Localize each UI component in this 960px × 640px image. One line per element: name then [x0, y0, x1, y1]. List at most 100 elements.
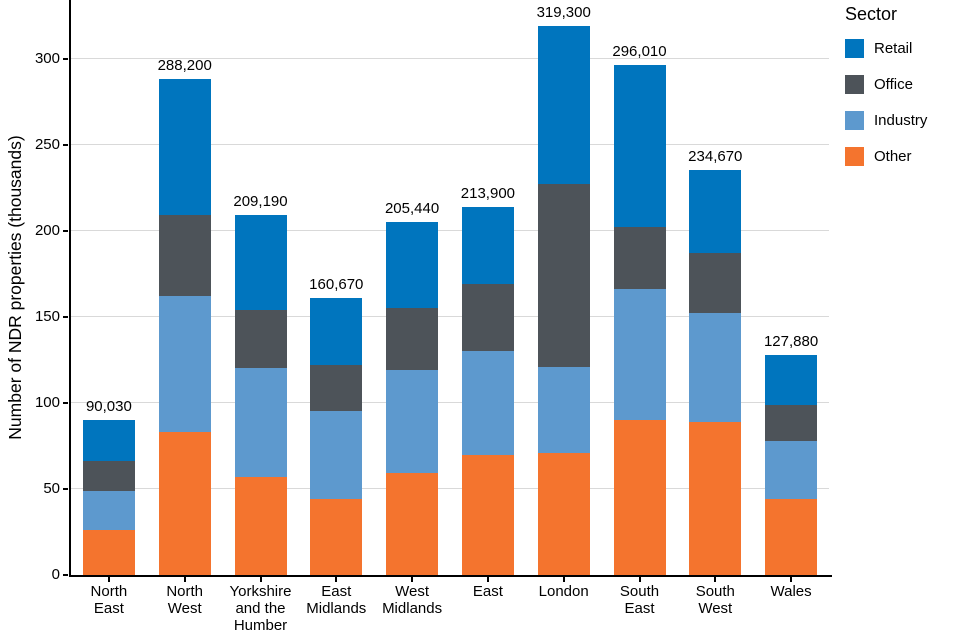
bar-segment-industry: [689, 313, 742, 422]
x-axis-line: [69, 575, 832, 577]
x-category-label-line: East: [624, 600, 655, 617]
x-category-label-line: North: [90, 583, 128, 600]
x-tick-mark: [259, 577, 262, 582]
x-category-label: London: [522, 583, 606, 600]
x-tick-mark: [183, 577, 186, 582]
y-tick-mark: [63, 315, 68, 318]
bar-segment-office: [537, 184, 590, 367]
y-tick-label: 0: [51, 566, 60, 583]
bar-segment-office: [689, 253, 742, 314]
x-tick-mark: [335, 577, 338, 582]
gridline: [71, 402, 829, 404]
x-category-label-line: and the: [235, 600, 286, 617]
x-category-label-line: East: [93, 600, 124, 617]
x-category-label-line: Midlands: [306, 600, 367, 617]
bar-segment-retail: [310, 297, 363, 365]
bar-segment-office: [613, 227, 666, 290]
bar-segment-other: [386, 473, 439, 575]
x-tick-mark: [562, 577, 565, 582]
x-category-label-line: West: [167, 600, 202, 617]
bar-total-label: 288,200: [157, 57, 212, 75]
y-tick-mark: [63, 574, 68, 576]
legend-title: Sector: [845, 4, 898, 24]
x-category-label: North East: [67, 583, 151, 617]
bar-segment-other: [461, 454, 514, 575]
x-category-label-line: North: [166, 583, 204, 600]
bar-segment-other: [765, 499, 818, 575]
x-category-label-line: West: [395, 583, 430, 600]
legend-item-label: Office: [874, 76, 913, 93]
y-tick-label: 300: [34, 49, 60, 67]
x-category-label: South West: [673, 583, 757, 617]
x-tick-mark: [486, 577, 489, 582]
legend-swatch-industry: [845, 111, 864, 130]
x-axis: North East North West Yorkshire and the Humber…: [71, 0, 829, 640]
x-category-label-line: West: [698, 600, 733, 617]
x-category-label: West Midlands: [370, 583, 454, 617]
y-tick-mark: [63, 229, 68, 232]
y-tick-label: 100: [34, 393, 60, 411]
bar-segment-industry: [386, 370, 439, 474]
bar-segment-retail: [537, 25, 590, 185]
x-category-label-line: South: [619, 583, 660, 600]
bar-segment-office: [82, 461, 135, 491]
legend-swatch-office: [845, 75, 864, 94]
bar-total-label: 90,030: [85, 398, 132, 416]
gridline: [71, 144, 829, 146]
bar-segment-office: [234, 309, 287, 369]
y-tick-mark: [63, 143, 68, 146]
bar-total-label: 205,440: [384, 200, 440, 218]
y-tick-mark: [63, 57, 68, 60]
bar-segment-industry: [537, 366, 590, 453]
legend-item-label: Other: [874, 148, 912, 165]
y-tick-mark: [63, 487, 68, 490]
bar-segment-office: [310, 364, 363, 412]
x-category-label-line: Humber: [233, 617, 288, 634]
bar-segment-retail: [613, 65, 666, 228]
bar-total-label: 209,190: [233, 193, 288, 211]
gridline: [71, 488, 829, 490]
legend-item-office: Office: [845, 75, 957, 94]
y-tick-label: 150: [34, 307, 60, 325]
legend-swatch-retail: [845, 39, 864, 58]
bar-total-label: 234,670: [688, 148, 743, 166]
bar-total-label: 160,670: [309, 275, 364, 293]
bar-total-label: 127,880: [763, 332, 819, 350]
bar-segment-office: [461, 284, 514, 352]
x-category-label-line: East: [321, 583, 352, 600]
gridline: [71, 230, 829, 232]
legend: Sector Retail Office Industry Other: [845, 4, 957, 183]
plot-area: 90,030 288,200 209,190 160,670 205,440 213,90…: [71, 0, 829, 575]
gridline: [71, 58, 829, 60]
bar-segment-industry: [461, 351, 514, 455]
bar-segment-other: [234, 476, 287, 575]
x-category-label-line: South: [695, 583, 735, 600]
bar-segment-retail: [158, 79, 211, 216]
bar-segment-industry: [613, 289, 666, 421]
legend-swatch-other: [845, 147, 864, 166]
bar-segment-industry: [310, 411, 363, 500]
legend-item-industry: Industry: [845, 111, 957, 130]
bar-segment-industry: [765, 440, 818, 500]
bar-total-label: 213,900: [460, 184, 516, 202]
bar-segment-other: [158, 432, 211, 575]
bar-segment-retail: [461, 206, 514, 285]
x-category-label: East Midlands: [294, 583, 378, 617]
y-tick-mark: [63, 401, 68, 404]
bar-total-label: 296,010: [612, 43, 667, 61]
y-tick-label: 250: [34, 135, 60, 153]
legend-items: Retail Office Industry Other: [845, 39, 957, 166]
bar-segment-other: [310, 499, 363, 575]
bar-segment-other: [613, 420, 666, 575]
bar-segment-retail: [234, 215, 287, 310]
x-category-label: East: [446, 583, 530, 600]
legend-item-other: Other: [845, 147, 957, 166]
x-category-label-line: London: [538, 583, 589, 600]
x-category-label-line: Yorkshire: [229, 583, 292, 600]
bar-segment-industry: [82, 490, 135, 531]
y-tick-label: 200: [34, 221, 60, 239]
legend-item-label: Industry: [874, 112, 928, 129]
x-category-label-line: East: [472, 583, 503, 600]
bar-segment-other: [82, 530, 135, 575]
